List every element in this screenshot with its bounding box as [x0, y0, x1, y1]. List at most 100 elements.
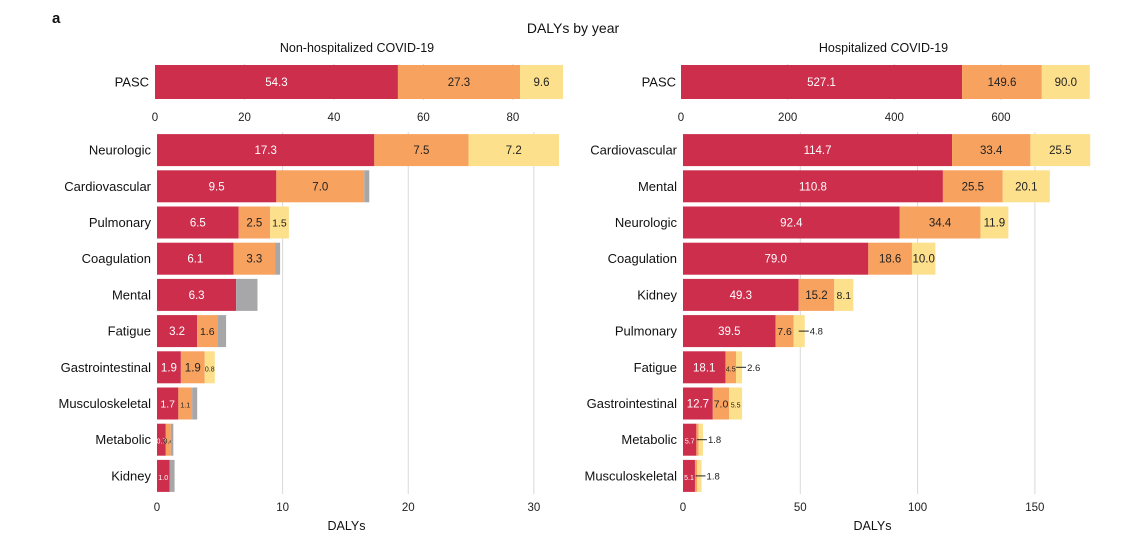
bar-segment [868, 242, 912, 275]
bar-segment [683, 315, 776, 348]
bar-segment [942, 170, 1003, 203]
bar-segment [899, 206, 981, 239]
data-label: 9.6 [534, 77, 550, 89]
bar-segment [683, 170, 943, 203]
category-label: Gastrointestinal [61, 360, 151, 375]
category-label: Mental [638, 179, 677, 194]
bar-segment [180, 351, 205, 384]
x-tick-label: 30 [527, 502, 540, 514]
bar-segment [683, 423, 697, 456]
x-tick-label: 0 [678, 112, 684, 124]
data-label: 79.0 [764, 254, 786, 266]
data-label: 5.5 [731, 403, 741, 410]
bar-segment [157, 459, 170, 492]
figure-supertitle: DALYs by year [526, 20, 620, 36]
x-axis-label: DALYs [854, 519, 892, 533]
category-label: Gastrointestinal [587, 396, 677, 411]
bar-segment [157, 278, 237, 311]
bar-segment [155, 65, 398, 99]
x-tick-label: 0 [152, 112, 158, 124]
bar-segment [834, 278, 854, 311]
bar-segment [217, 315, 227, 348]
bar-segment [683, 242, 869, 275]
data-label: 7.0 [714, 399, 729, 411]
panel-label: a [52, 10, 61, 27]
data-label: 110.8 [799, 181, 827, 193]
bar-segment [520, 65, 563, 99]
x-tick-label: 60 [417, 112, 430, 124]
data-label: 6.3 [189, 290, 205, 302]
bar-segment [1030, 134, 1091, 167]
category-label: Musculoskeletal [585, 468, 678, 483]
category-label: Neurologic [615, 215, 678, 230]
category-label: Fatigue [634, 360, 677, 375]
data-label: 149.6 [988, 77, 1017, 89]
category-label: Neurologic [89, 143, 152, 158]
bar-segment [170, 423, 174, 456]
bar-segment [275, 242, 281, 275]
bar-segment [683, 387, 713, 420]
data-label: 25.5 [1049, 145, 1071, 157]
data-label: 20.1 [1015, 181, 1037, 193]
data-label: 1.5 [272, 218, 287, 230]
bar-segment [683, 206, 900, 239]
x-tick-label: 150 [1025, 502, 1044, 514]
data-label: 1.9 [161, 362, 177, 374]
data-label: 1.6 [200, 326, 215, 338]
bar-segment [238, 206, 271, 239]
bar-segment [683, 278, 799, 311]
data-label: 92.4 [780, 218, 803, 230]
x-tick-label: 600 [991, 112, 1010, 124]
x-tick-label: 0 [680, 502, 686, 514]
data-label: 15.2 [805, 290, 827, 302]
bar-segment [165, 423, 171, 456]
bar-segment [157, 387, 179, 420]
bar-segment [157, 170, 277, 203]
x-tick-label: 40 [328, 112, 341, 124]
bar-segment [374, 134, 469, 167]
x-tick-label: 100 [908, 502, 927, 514]
bar-segment [962, 65, 1042, 99]
data-label: 49.3 [730, 290, 752, 302]
bar-segment [1041, 65, 1090, 99]
bar-segment [169, 459, 175, 492]
data-label: 2.5 [246, 218, 262, 230]
category-label: Mental [112, 287, 151, 302]
chart-title: Hospitalized COVID-19 [819, 41, 948, 55]
data-label: 4.5 [726, 366, 736, 373]
data-label: 18.6 [879, 254, 901, 266]
x-tick-label: 50 [794, 502, 807, 514]
data-label: 1.9 [185, 362, 201, 374]
bar-segment [157, 315, 198, 348]
x-axis-label: DALYs [328, 519, 366, 533]
bar-segment [798, 278, 835, 311]
x-tick-label: 400 [885, 112, 904, 124]
data-label: 1.1 [180, 403, 190, 410]
bar-segment [178, 387, 193, 420]
bar-segment [276, 170, 365, 203]
category-label: Pulmonary [89, 215, 152, 230]
data-label: 8.1 [837, 290, 852, 302]
bar-segment [911, 242, 936, 275]
data-label: 90.0 [1055, 77, 1077, 89]
bar-segment [157, 134, 375, 167]
category-label: Cardiovascular [64, 179, 151, 194]
data-label: 11.9 [984, 218, 1006, 230]
data-label: 25.5 [962, 181, 984, 193]
data-label: 54.3 [265, 77, 287, 89]
category-label: Pulmonary [615, 324, 678, 339]
bar-segment [204, 351, 215, 384]
bar-segment [468, 134, 559, 167]
bar-segment [729, 387, 743, 420]
data-label: 1.0 [158, 475, 168, 482]
bar-segment [270, 206, 289, 239]
data-label: 27.3 [448, 77, 470, 89]
category-label: PASC [642, 75, 676, 90]
category-label: Kidney [111, 468, 151, 483]
x-tick-label: 20 [402, 502, 415, 514]
data-label: 12.7 [687, 399, 709, 411]
bar-segment [683, 459, 695, 492]
bar-segment [157, 423, 166, 456]
category-label: Musculoskeletal [59, 396, 152, 411]
callout-label: 4.8 [810, 327, 823, 338]
